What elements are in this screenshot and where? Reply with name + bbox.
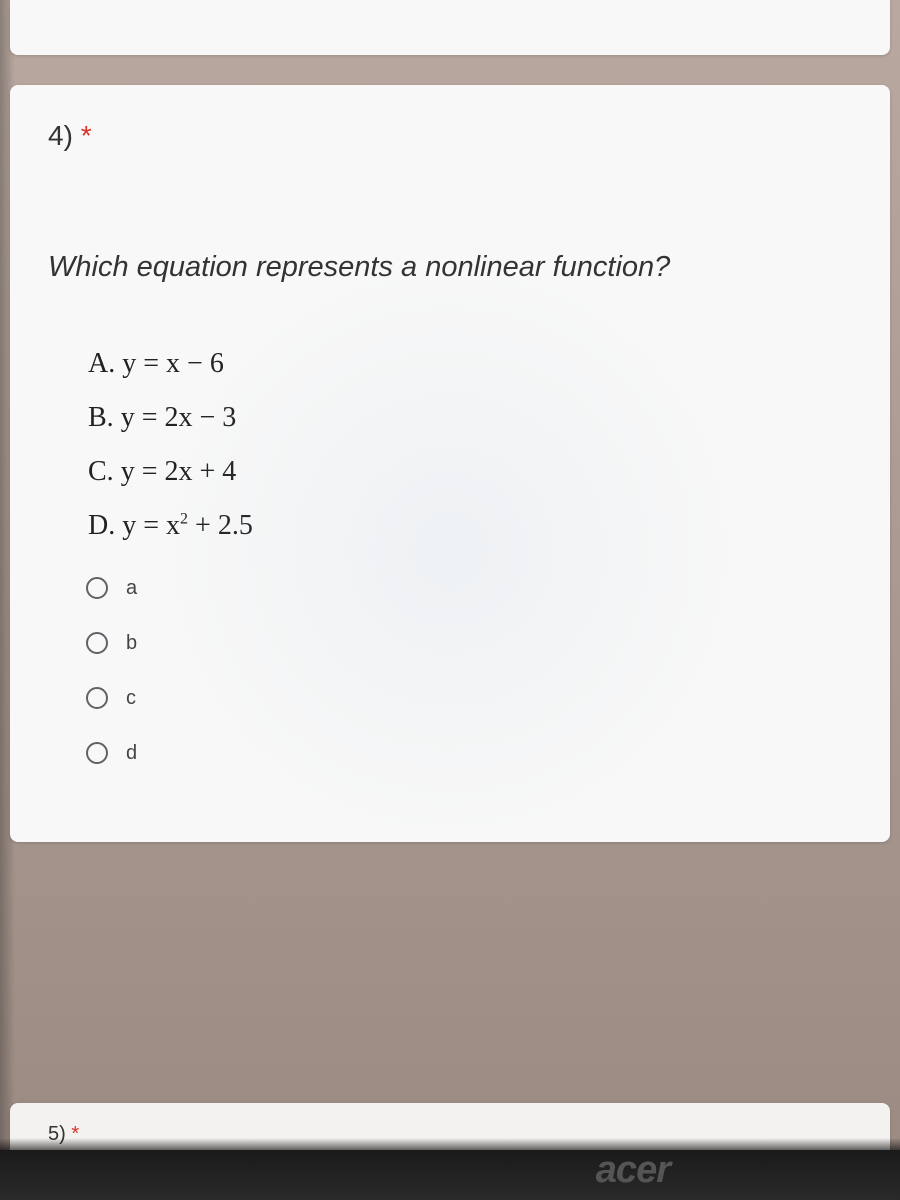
choice-c: C. y = 2x + 4 — [88, 456, 852, 488]
laptop-bezel — [0, 1150, 900, 1200]
choice-a: A. y = x − 6 — [88, 348, 852, 380]
radio-option-d[interactable]: d — [86, 742, 852, 765]
answer-choices-block: A. y = x − 6 B. y = 2x − 3 C. y = 2x + 4… — [88, 348, 852, 542]
radio-group: a b c d — [86, 577, 852, 765]
screen-bottom-shadow — [0, 1138, 900, 1150]
question-text-prefix: Which equation represents a — [48, 251, 425, 283]
choice-a-equation: y = x − 6 — [122, 348, 224, 379]
choice-d-base: y = x — [122, 510, 180, 541]
choice-c-letter: C. — [88, 456, 114, 487]
choice-b-equation: y = 2x − 3 — [121, 402, 237, 433]
choice-d-exponent: 2 — [180, 510, 188, 527]
radio-circle-icon — [86, 632, 108, 654]
question-number: 4) * — [48, 120, 852, 152]
choice-a-letter: A. — [88, 348, 115, 379]
choice-b: B. y = 2x − 3 — [88, 402, 852, 434]
acer-logo: acer — [596, 1149, 670, 1192]
radio-label-a: a — [126, 577, 137, 600]
question-text-emphasis: nonlinear — [425, 251, 544, 283]
previous-card-edge — [10, 0, 890, 55]
radio-circle-icon — [86, 687, 108, 709]
choice-c-equation: y = 2x + 4 — [121, 456, 237, 487]
radio-circle-icon — [86, 742, 108, 764]
radio-label-b: b — [126, 632, 137, 655]
radio-option-a[interactable]: a — [86, 577, 852, 600]
question-number-text: 4) — [48, 120, 73, 151]
radio-option-c[interactable]: c — [86, 687, 852, 710]
choice-d-tail: + 2.5 — [188, 510, 253, 541]
choice-d: D. y = x2 + 2.5 — [88, 510, 852, 542]
radio-label-d: d — [126, 742, 137, 765]
choice-b-letter: B. — [88, 402, 114, 433]
question-text-suffix: function? — [545, 251, 671, 283]
question-card: 4) * Which equation represents a nonline… — [10, 85, 890, 842]
radio-circle-icon — [86, 577, 108, 599]
radio-label-c: c — [126, 687, 136, 710]
choice-d-letter: D. — [88, 510, 115, 541]
question-text: Which equation represents a nonlinear fu… — [48, 247, 852, 288]
required-asterisk: * — [81, 120, 92, 151]
radio-option-b[interactable]: b — [86, 632, 852, 655]
